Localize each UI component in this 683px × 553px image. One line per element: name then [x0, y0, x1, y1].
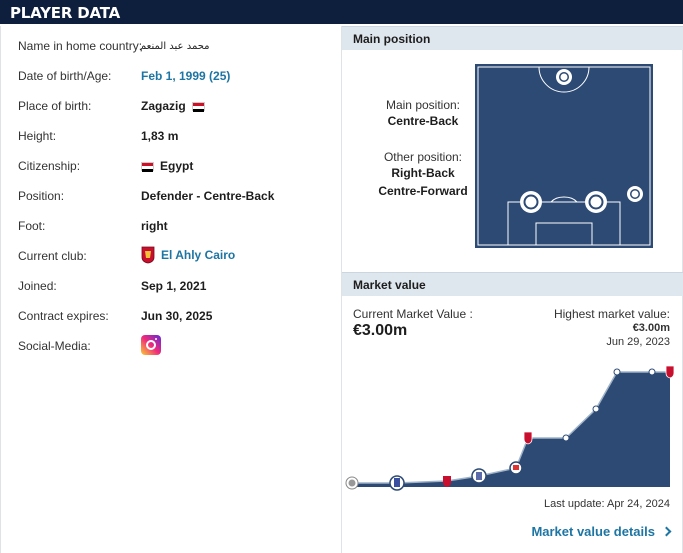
info-value-position: Defender - Centre-Back [141, 189, 275, 203]
info-value-height: 1,83 m [141, 129, 179, 143]
info-label: Current club: [18, 249, 87, 263]
current-value-label: Current Market Value : [353, 307, 473, 321]
info-label: Joined: [18, 279, 57, 293]
info-label: Name in home country: [18, 39, 143, 53]
info-row-height: Height: 1,83 m [18, 126, 338, 146]
market-value-area [352, 372, 670, 487]
info-row-contract: Contract expires: Jun 30, 2025 [18, 306, 338, 326]
chart-point[interactable] [592, 405, 600, 413]
chart-point-club-logo[interactable] [523, 431, 533, 445]
info-label: Date of birth/Age: [18, 69, 112, 83]
info-row-place-of-birth: Place of birth: Zagazig [18, 96, 338, 116]
info-value-contract: Jun 30, 2025 [141, 309, 213, 323]
info-row-position: Position: Defender - Centre-Back [18, 186, 338, 206]
player-info-list: Name in home country: محمد عبد المنعم Da… [0, 26, 340, 553]
pitch-marker-main [520, 191, 542, 213]
info-row-home-name: Name in home country: محمد عبد المنعم [18, 36, 338, 56]
info-row-club: Current club: El Ahly Cairo [18, 245, 338, 267]
chart-point-club-logo[interactable] [389, 475, 405, 491]
other-position-value: Right-Back [391, 166, 455, 180]
right-panel: Main position Main position: Centre-Back… [341, 26, 683, 553]
main-position-title: Main position [353, 32, 431, 46]
pitch-marker-other [627, 186, 643, 202]
other-position-value: Centre-Forward [378, 184, 468, 198]
market-value-details-link[interactable]: Market value details [531, 524, 672, 539]
position-pitch [475, 64, 653, 248]
egypt-flag-icon [141, 161, 154, 172]
instagram-icon[interactable] [141, 335, 161, 355]
chevron-right-icon [661, 526, 672, 537]
place-text: Zagazig [141, 99, 186, 113]
info-label: Height: [18, 129, 57, 143]
citizenship-text: Egypt [160, 159, 194, 173]
info-row-citizenship: Citizenship: Egypt [18, 156, 338, 176]
main-position-info: Main position: Centre-Back [368, 98, 478, 130]
info-value-joined: Sep 1, 2021 [141, 279, 207, 293]
market-value-header: Market value [342, 272, 683, 296]
chart-point-club-logo[interactable] [443, 476, 451, 487]
main-position-label: Main position: [385, 98, 461, 112]
info-label: Position: [18, 189, 65, 203]
info-value-citizenship: Egypt [141, 159, 193, 173]
chart-point-club-logo[interactable] [345, 476, 359, 490]
info-row-social: Social-Media: [18, 334, 338, 358]
pitch-marker-main [585, 191, 607, 213]
info-label: Place of birth: [18, 99, 92, 113]
info-label: Foot: [18, 219, 46, 233]
info-row-birth: Date of birth/Age: Feb 1, 1999 (25) [18, 66, 338, 86]
info-value-place: Zagazig [141, 99, 205, 113]
header-title: PLAYER DATA [10, 4, 120, 22]
highest-value-date: Jun 29, 2023 [606, 336, 670, 348]
date-of-birth-link[interactable]: Feb 1, 1999 (25) [141, 69, 231, 83]
pitch-marker-other [556, 69, 572, 85]
chart-point-club-logo[interactable] [665, 365, 675, 379]
info-row-joined: Joined: Sep 1, 2021 [18, 276, 338, 296]
current-club-link[interactable]: El Ahly Cairo [141, 246, 235, 264]
other-position-label: Other position: [383, 150, 463, 164]
info-value-social [141, 335, 161, 355]
info-value-home-name: محمد عبد المنعم [140, 41, 210, 52]
info-label: Citizenship: [18, 159, 81, 173]
egypt-flag-icon [191, 101, 205, 112]
highest-value-label: Highest market value: [553, 307, 670, 321]
details-link-text[interactable]: Market value details [531, 524, 655, 539]
chart-point[interactable] [648, 368, 656, 376]
other-position-info: Other position: Right-Back Centre-Forwar… [368, 150, 478, 200]
club-name[interactable]: El Ahly Cairo [161, 248, 236, 262]
player-data-header: PLAYER DATA [0, 0, 683, 26]
market-value-chart [345, 365, 675, 491]
chart-point[interactable] [613, 368, 621, 376]
main-position-value: Centre-Back [387, 114, 459, 128]
chart-point-club-logo[interactable] [471, 468, 487, 484]
last-update: Last update: Apr 24, 2024 [544, 498, 670, 510]
chart-point-club-logo[interactable] [509, 461, 523, 475]
current-value: €3.00m [353, 322, 408, 339]
info-label: Social-Media: [18, 339, 91, 353]
main-position-header: Main position [342, 26, 683, 50]
market-value-title: Market value [353, 278, 426, 292]
chart-point[interactable] [562, 434, 570, 442]
info-row-foot: Foot: right [18, 216, 338, 236]
info-label: Contract expires: [18, 309, 109, 323]
club-crest-icon [141, 246, 155, 264]
info-value-foot: right [141, 219, 168, 233]
highest-value: €3.00m [632, 322, 670, 334]
